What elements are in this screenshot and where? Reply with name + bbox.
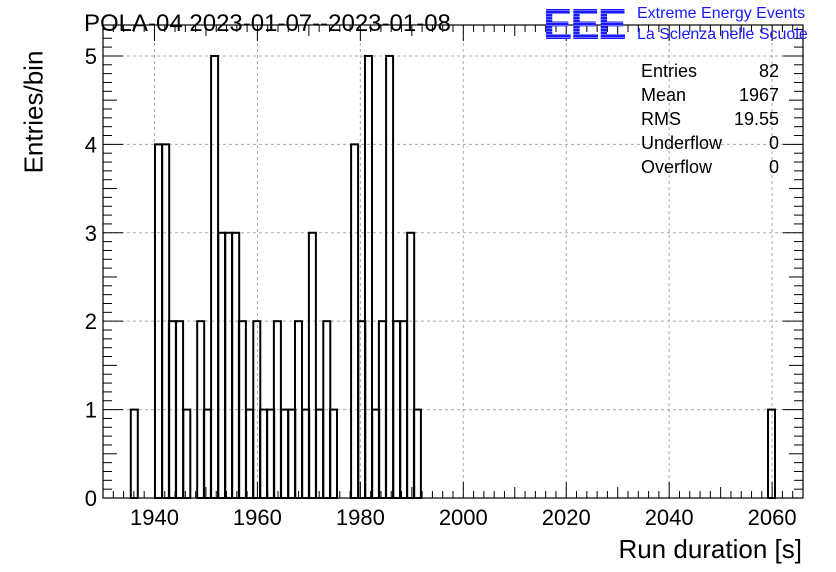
stat-row-overflow: Overflow 0 <box>641 156 779 180</box>
stat-label: Underflow <box>641 133 723 153</box>
stat-row-underflow: Underflow 0 <box>641 132 779 156</box>
y-tick-label: 0 <box>85 486 97 511</box>
x-tick-label: 1940 <box>130 505 179 530</box>
logo-line-2: La Scienza nelle Scuole <box>637 26 808 43</box>
stat-value: 0 <box>768 157 779 177</box>
stat-row-rms: RMS 19.55 <box>641 108 779 132</box>
stat-value: 82 <box>758 61 779 81</box>
histogram-bin <box>315 408 325 499</box>
y-tick-label: 2 <box>85 309 97 334</box>
stats-box: Entries 82 Mean 1967 RMS 19.55 Underflow… <box>641 60 779 180</box>
stat-value: 1967 <box>738 85 779 105</box>
stat-label: Entries <box>641 61 698 81</box>
x-tick-label: 1960 <box>233 505 282 530</box>
chart-title: POLA-04 2023-01-07--2023-01-08 <box>84 10 451 37</box>
grid-lines <box>103 25 803 498</box>
logo-line-1: Extreme Energy Events <box>637 5 806 22</box>
stat-label: Mean <box>641 85 687 105</box>
x-tick-label: 1980 <box>336 505 385 530</box>
axis-ticks <box>102 25 804 499</box>
stat-value: 0 <box>768 133 779 153</box>
y-tick-label: 1 <box>85 398 97 423</box>
histogram-bin <box>385 54 395 499</box>
y-axis-label: Entries/bin <box>18 50 49 174</box>
y-tick-label: 4 <box>85 132 97 157</box>
x-tick-label: 2020 <box>542 505 591 530</box>
y-tick-label: 3 <box>85 221 97 246</box>
histogram-bin <box>280 408 290 499</box>
x-tick-label: 2040 <box>645 505 694 530</box>
tick-labels: 1940 1960 1980 2000 2020 2040 2060 0 1 2 3 4 5 <box>85 44 797 530</box>
histogram-bin <box>210 54 220 499</box>
y-tick-label: 5 <box>85 44 97 69</box>
x-tick-label: 2060 <box>748 505 797 530</box>
stat-row-entries: Entries 82 <box>641 60 779 84</box>
stat-label: RMS <box>641 109 681 129</box>
stat-label: Overflow <box>641 157 713 177</box>
histogram-bin <box>182 408 192 499</box>
x-tick-label: 2000 <box>439 505 488 530</box>
eee-logo: EEE Extreme Energy Events La Scienza nel… <box>543 2 836 48</box>
histogram-bin <box>245 408 255 499</box>
stat-row-mean: Mean 1967 <box>641 84 779 108</box>
x-axis-label: Run duration [s] <box>618 534 802 564</box>
histogram-bin <box>767 408 776 499</box>
stat-value: 19.55 <box>733 109 779 129</box>
eee-logo-mark: EEE <box>543 0 627 49</box>
histogram-bin <box>129 408 139 499</box>
